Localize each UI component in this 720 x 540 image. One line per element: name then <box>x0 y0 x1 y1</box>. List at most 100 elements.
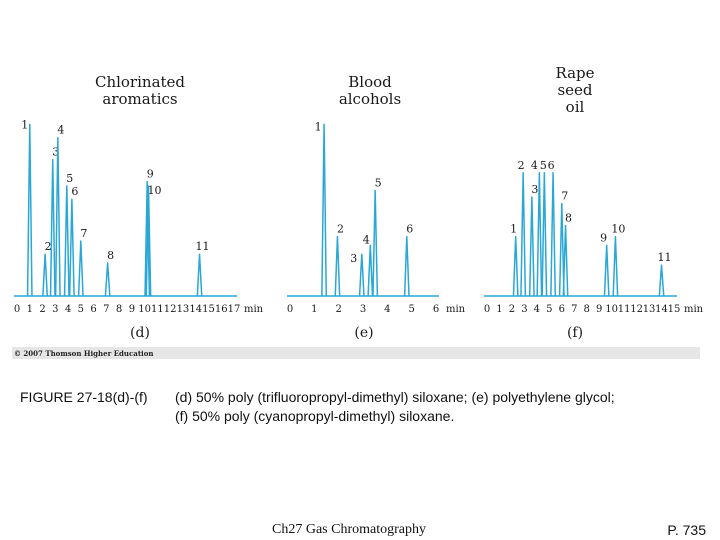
x-axis-label: min <box>684 304 704 315</box>
peak-label: 6 <box>71 185 78 198</box>
x-tick-label: 3 <box>521 304 527 315</box>
x-tick-label: 3 <box>52 304 58 315</box>
peak-label: 9 <box>600 231 607 244</box>
caption-line-1: (d) 50% poly (trifluoropropyl-dimethyl) … <box>175 389 615 405</box>
peak-label: 2 <box>45 240 52 253</box>
panel-letter: (f) <box>567 325 583 341</box>
x-tick-label: 15 <box>202 304 215 315</box>
x-tick-label: 4 <box>534 304 540 315</box>
peak-mark <box>367 244 374 297</box>
peak-mark <box>145 185 152 297</box>
peak-mark <box>358 253 365 297</box>
peak-mark <box>558 202 565 297</box>
x-tick-label: 3 <box>360 304 366 315</box>
panel-letter: (d) <box>130 325 150 341</box>
x-tick-label: 12 <box>164 304 177 315</box>
peak-mark <box>104 262 111 297</box>
x-tick-label: 14 <box>655 304 668 315</box>
x-tick-label: 5 <box>546 304 552 315</box>
peak-label: 7 <box>80 227 87 240</box>
copyright-bar <box>12 347 700 359</box>
x-axis-label: min <box>244 304 264 315</box>
peak-label: 4 <box>57 124 64 137</box>
peak-mark <box>528 196 535 297</box>
panel-title-line: alcohols <box>339 90 401 108</box>
x-tick-label: 10 <box>138 304 151 315</box>
x-tick-label: 10 <box>605 304 618 315</box>
peak-label: 11 <box>196 240 210 253</box>
x-tick-label: 12 <box>630 304 643 315</box>
peak-label: 4 <box>363 233 370 246</box>
x-tick-label: 6 <box>433 304 439 315</box>
x-tick-label: 7 <box>571 304 577 315</box>
peak-mark <box>612 235 619 297</box>
x-tick-label: 1 <box>311 304 317 315</box>
peak-label: 1 <box>510 223 517 236</box>
peak-mark <box>658 264 665 297</box>
peak-mark <box>403 235 410 297</box>
x-tick-label: 11 <box>618 304 631 315</box>
x-tick-label: 11 <box>151 304 164 315</box>
peak-mark <box>603 244 610 297</box>
x-tick-label: 14 <box>189 304 202 315</box>
x-tick-label: 2 <box>39 304 45 315</box>
x-tick-label: 1 <box>27 304 33 315</box>
panel-letter: (e) <box>354 325 373 341</box>
peak-label: 11 <box>658 251 672 264</box>
caption-body: (d) 50% poly (trifluoropropyl-dimethyl) … <box>175 388 705 426</box>
x-tick-label: 5 <box>408 304 414 315</box>
peak-mark <box>42 253 49 297</box>
peak-mark <box>54 136 61 297</box>
peak-label: 10 <box>611 223 625 236</box>
peak-mark <box>77 240 84 297</box>
peak-mark <box>512 235 519 297</box>
peak-mark <box>63 185 70 297</box>
x-tick-label: 17 <box>228 304 241 315</box>
peak-mark <box>196 253 203 297</box>
peak-mark <box>26 123 33 297</box>
peak-label: 9 <box>147 168 154 181</box>
peak-mark <box>541 172 548 297</box>
peak-mark <box>562 224 569 297</box>
x-tick-label: 2 <box>509 304 515 315</box>
x-tick-label: 7 <box>103 304 109 315</box>
panel-title-line: Rape <box>555 64 594 82</box>
peak-label: 6 <box>406 223 413 236</box>
peak-label: 4 <box>531 159 538 172</box>
x-tick-label: 6 <box>559 304 565 315</box>
peak-mark <box>550 172 557 297</box>
peak-mark <box>321 123 328 297</box>
x-tick-label: 4 <box>384 304 390 315</box>
x-tick-label: 9 <box>596 304 602 315</box>
footer-page-number: P. 735 <box>667 522 706 538</box>
x-tick-label: 5 <box>78 304 84 315</box>
x-axis-label: min <box>446 304 466 315</box>
x-tick-label: 4 <box>65 304 71 315</box>
peak-label: 2 <box>518 159 525 172</box>
panel-title-line: seed <box>557 81 592 99</box>
panel-title-line: oil <box>566 98 585 116</box>
peak-mark <box>49 158 56 297</box>
peak-mark <box>68 198 75 297</box>
peak-label: 5 <box>66 172 73 185</box>
x-tick-label: 13 <box>177 304 190 315</box>
x-tick-label: 1 <box>496 304 502 315</box>
peak-label: 10 <box>147 184 161 197</box>
x-tick-label: 0 <box>484 304 490 315</box>
x-tick-label: 8 <box>584 304 590 315</box>
peak-label: 7 <box>561 190 568 203</box>
x-tick-label: 0 <box>287 304 293 315</box>
peak-label: 6 <box>548 159 555 172</box>
panel-title-line: Blood <box>348 73 392 91</box>
x-tick-label: 8 <box>116 304 122 315</box>
x-tick-label: 0 <box>14 304 20 315</box>
x-tick-label: 16 <box>215 304 228 315</box>
peak-label: 3 <box>531 183 538 196</box>
peak-mark <box>372 189 379 297</box>
x-tick-label: 13 <box>643 304 656 315</box>
peak-label: 3 <box>350 252 357 265</box>
peak-label: 1 <box>315 120 322 133</box>
